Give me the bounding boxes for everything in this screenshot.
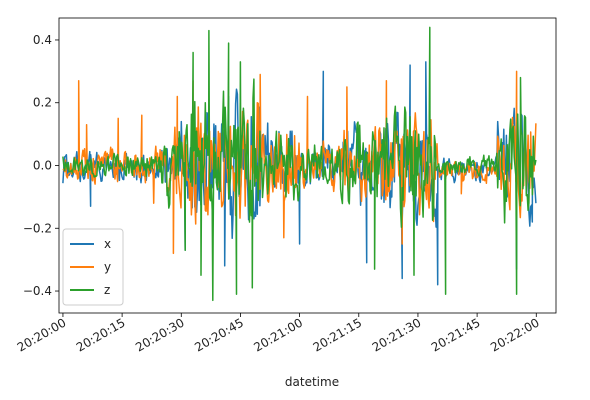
x-tick-label: 20:20:45 [192,315,246,354]
y-tick-label: −0.2 [23,221,52,235]
y-tick-label: 0.4 [33,33,52,47]
legend-label-x: x [104,237,111,251]
series-layer [62,26,537,302]
y-axis: 0.4 0.2 0.0 −0.2 −0.4 [23,33,59,298]
legend-label-z: z [104,283,110,297]
legend-label-y: y [104,260,111,274]
x-tick-label: 20:20:00 [15,315,69,354]
x-axis-label: datetime [285,375,339,389]
y-tick-label: 0.2 [33,96,52,110]
legend: x y z [62,228,124,306]
x-tick-label: 20:21:15 [311,315,365,354]
x-tick-label: 20:21:45 [429,315,483,354]
series-line-z [62,26,537,302]
x-tick-label: 20:22:00 [488,315,542,354]
x-tick-label: 20:21:30 [370,315,424,354]
x-tick-label: 20:20:15 [74,315,128,354]
x-tick-label: 20:21:00 [251,315,305,354]
x-axis: 20:20:00 20:20:15 20:20:30 20:20:45 20:21:00… [15,313,542,355]
x-tick-label: 20:20:30 [133,315,187,354]
y-tick-label: 0.0 [33,159,52,173]
y-tick-label: −0.4 [23,284,52,298]
